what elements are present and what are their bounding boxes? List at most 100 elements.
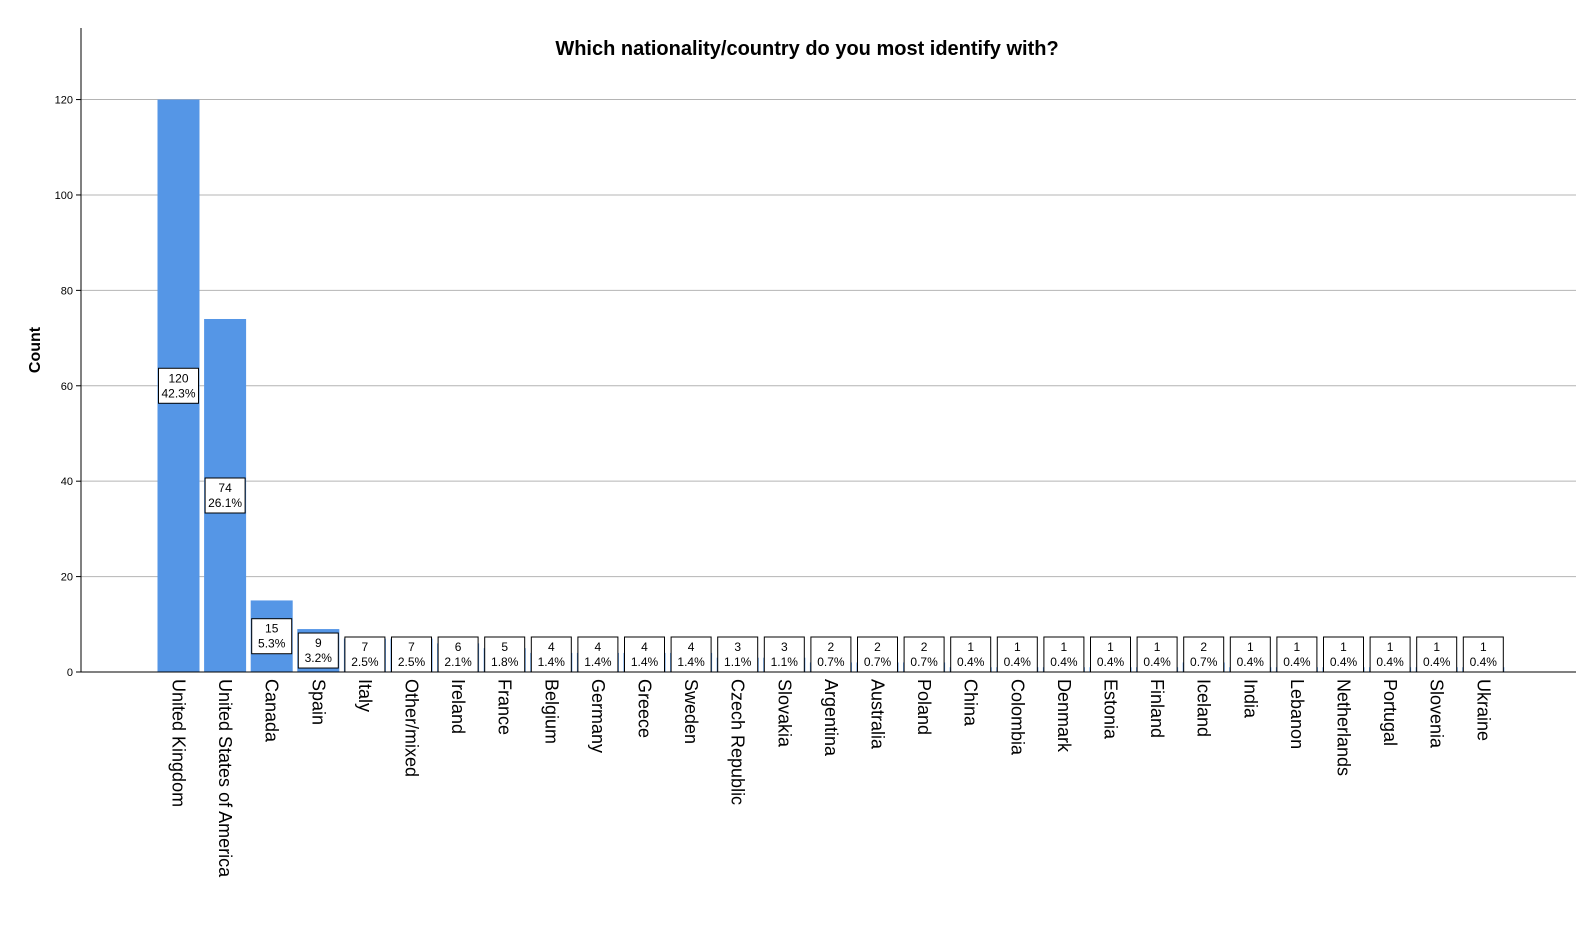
data-label: 10.4%	[1090, 636, 1131, 673]
data-label-percent: 0.7%	[864, 655, 892, 669]
data-label-box	[391, 636, 432, 673]
data-label-count: 2	[1200, 640, 1207, 654]
data-label-count: 1	[1061, 640, 1068, 654]
x-tick-label: Slovakia	[774, 679, 794, 748]
data-label: 41.4%	[530, 636, 572, 673]
data-label: 155.3%	[251, 618, 293, 655]
y-tick-label: 120	[55, 95, 73, 107]
x-tick-label: Finland	[1147, 679, 1167, 738]
data-label-count: 4	[688, 640, 695, 654]
data-label-count: 7	[408, 640, 415, 654]
data-label-count: 74	[218, 481, 232, 495]
data-label-count: 1	[1340, 640, 1347, 654]
data-label: 10.4%	[1416, 636, 1458, 673]
data-label-count: 4	[641, 640, 648, 654]
data-label-percent: 0.4%	[1376, 655, 1404, 669]
data-label: 20.7%	[857, 636, 898, 673]
data-label-box	[1416, 636, 1458, 673]
data-label-percent: 2.5%	[398, 655, 426, 669]
data-label-count: 1	[1154, 640, 1161, 654]
y-tick-label: 20	[61, 572, 73, 584]
data-label: 20.7%	[903, 636, 945, 673]
data-label-box	[996, 636, 1038, 673]
data-label-box	[717, 636, 759, 673]
data-label-percent: 2.5%	[351, 655, 379, 669]
data-label-box	[530, 636, 572, 673]
data-label-percent: 1.8%	[491, 655, 519, 669]
data-label-percent: 0.7%	[817, 655, 845, 669]
data-label-box	[344, 636, 386, 673]
data-label: 20.7%	[1183, 636, 1225, 673]
data-label-count: 2	[921, 640, 928, 654]
y-tick-label: 60	[61, 381, 73, 393]
data-label-count: 3	[734, 640, 741, 654]
data-label-count: 6	[455, 640, 462, 654]
data-label-percent: 0.4%	[1004, 655, 1032, 669]
x-tick-label: United Kingdom	[169, 679, 189, 807]
data-label-box	[437, 636, 479, 673]
x-tick-label: United States of America	[215, 679, 235, 878]
data-label-percent: 1.1%	[724, 655, 752, 669]
data-label: 41.4%	[577, 636, 619, 673]
x-tick-label: Ukraine	[1473, 679, 1493, 741]
data-label-box	[204, 477, 246, 514]
x-tick-label: Italy	[355, 679, 375, 712]
data-label-percent: 3.2%	[305, 651, 333, 665]
data-label-count: 1	[1107, 640, 1114, 654]
y-tick-label: 80	[61, 285, 73, 297]
data-label-percent: 26.1%	[208, 496, 242, 510]
data-label-box	[1323, 636, 1364, 673]
data-label: 31.1%	[717, 636, 759, 673]
y-axis-label: Count	[27, 326, 44, 373]
x-tick-label: Poland	[914, 679, 934, 735]
data-label-percent: 1.4%	[677, 655, 705, 669]
data-label-percent: 1.1%	[771, 655, 799, 669]
x-tick-label: Iceland	[1194, 679, 1214, 737]
data-label-percent: 2.1%	[444, 655, 472, 669]
data-label-count: 4	[548, 640, 555, 654]
data-label-count: 1	[1294, 640, 1301, 654]
data-label: 10.4%	[1136, 636, 1178, 673]
data-label-box	[1136, 636, 1178, 673]
data-label-box	[857, 636, 898, 673]
data-label-percent: 1.4%	[584, 655, 612, 669]
x-tick-label: Sweden	[681, 679, 701, 744]
data-label-box	[1043, 636, 1085, 673]
data-label-percent: 0.4%	[1330, 655, 1358, 669]
data-label-box	[1369, 636, 1411, 673]
x-tick-label: Denmark	[1054, 679, 1074, 753]
data-label-box	[484, 636, 526, 673]
x-tick-label: India	[1240, 679, 1260, 719]
data-label-count: 9	[315, 636, 322, 650]
data-label-percent: 0.4%	[1050, 655, 1078, 669]
data-label-count: 5	[501, 640, 508, 654]
data-label-percent: 0.7%	[910, 655, 938, 669]
x-tick-label: China	[961, 679, 981, 727]
data-label-box	[251, 618, 293, 655]
data-label-percent: 1.4%	[631, 655, 659, 669]
data-label-box	[763, 636, 805, 673]
x-tick-label: Ireland	[448, 679, 468, 734]
data-label: 62.1%	[437, 636, 479, 673]
data-label: 10.4%	[1369, 636, 1411, 673]
data-label-percent: 0.4%	[1097, 655, 1125, 669]
data-label-percent: 0.4%	[957, 655, 985, 669]
data-label: 41.4%	[670, 636, 712, 673]
data-label: 72.5%	[344, 636, 386, 673]
data-label-box	[158, 367, 199, 404]
data-label-box	[624, 636, 665, 673]
data-label: 10.4%	[1276, 636, 1318, 673]
data-label-count: 1	[1247, 640, 1254, 654]
data-label-count: 1	[967, 640, 974, 654]
data-label-box	[810, 636, 852, 673]
data-label: 93.2%	[297, 632, 339, 669]
data-label-percent: 0.4%	[1470, 655, 1498, 669]
data-label-box	[670, 636, 712, 673]
x-tick-label: Canada	[262, 679, 282, 743]
x-tick-label: Spain	[308, 679, 328, 725]
